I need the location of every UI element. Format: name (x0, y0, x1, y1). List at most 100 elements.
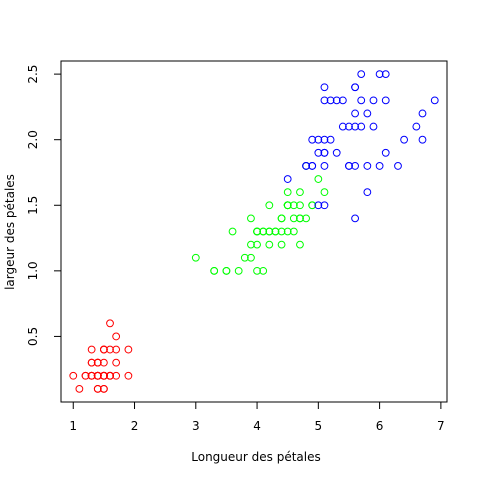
data-point (112, 345, 121, 354)
data-point (345, 122, 353, 131)
data-point (93, 371, 102, 380)
data-point (289, 227, 298, 236)
data-point (296, 201, 304, 210)
data-point (412, 122, 421, 131)
data-point (357, 70, 366, 79)
data-point (418, 109, 427, 118)
data-point (345, 162, 353, 170)
data-point (296, 240, 304, 249)
data-point (265, 201, 274, 210)
data-point (99, 345, 108, 354)
data-point (381, 70, 390, 79)
data-point (112, 358, 121, 367)
data-point (332, 96, 341, 105)
data-point (283, 201, 292, 210)
data-point (418, 135, 427, 144)
y-axis: 0.5 1.0 1.5 2.0 2.5 (26, 65, 62, 346)
data-point (314, 175, 323, 183)
x-tick-label: 1 (69, 419, 77, 433)
x-axis-label: Longueur des pétales (191, 450, 320, 464)
y-tick-label: 2.5 (26, 65, 40, 84)
data-point (357, 96, 366, 105)
y-axis-label: largeur des pétales (3, 174, 17, 290)
data-point (247, 240, 255, 249)
data-point (351, 109, 359, 118)
data-point (363, 188, 372, 197)
data-point (320, 162, 329, 170)
data-point (338, 96, 347, 105)
data-point (302, 214, 310, 223)
x-tick-label: 2 (131, 419, 139, 433)
data-point (430, 96, 439, 105)
data-point (99, 371, 108, 380)
data-point (332, 148, 341, 157)
data-point (283, 227, 292, 236)
data-point (124, 371, 133, 380)
data-point (369, 122, 378, 131)
data-point (240, 253, 249, 262)
x-axis: 1 2 3 4 5 6 7 (69, 401, 445, 433)
y-tick-label: 1.5 (26, 196, 40, 215)
data-point (320, 148, 329, 157)
data-point (289, 201, 298, 210)
data-point (357, 122, 366, 131)
data-point (351, 162, 359, 170)
data-point (314, 148, 323, 157)
data-point (326, 96, 335, 105)
x-tick-label: 5 (315, 419, 323, 433)
data-point (106, 319, 114, 328)
data-point (271, 227, 280, 236)
data-point (87, 345, 96, 354)
data-point (253, 240, 261, 249)
data-point (363, 109, 372, 118)
data-point (326, 135, 335, 144)
data-point (93, 358, 102, 367)
data-point (351, 214, 359, 223)
data-point (351, 122, 359, 131)
data-point (112, 371, 121, 380)
data-point (302, 162, 310, 170)
data-point (314, 135, 323, 144)
data-point (112, 332, 121, 341)
x-tick-label: 3 (192, 419, 200, 433)
data-point (106, 371, 114, 380)
data-point (320, 135, 329, 144)
data-point (247, 214, 255, 223)
data-point (283, 175, 292, 183)
series-2 (191, 162, 329, 275)
data-point (363, 162, 372, 170)
data-point (253, 266, 261, 275)
x-tick-label: 4 (253, 419, 261, 433)
data-point (69, 371, 78, 380)
data-point (247, 253, 255, 262)
data-point (296, 188, 304, 197)
data-point (394, 162, 402, 170)
data-point (369, 96, 378, 105)
y-tick-label: 0.5 (26, 327, 40, 346)
data-point (314, 201, 323, 210)
x-tick-label: 6 (376, 419, 384, 433)
data-point (308, 201, 317, 210)
data-point (81, 371, 90, 380)
data-point (381, 96, 390, 105)
data-point (320, 188, 329, 197)
data-point (351, 83, 359, 92)
data-point (93, 384, 102, 393)
data-point (320, 96, 329, 105)
data-point (289, 214, 298, 223)
series-1 (69, 319, 133, 393)
data-point (191, 253, 200, 262)
data-point (381, 148, 390, 157)
data-point (283, 188, 292, 197)
data-point (265, 240, 274, 249)
data-point (234, 266, 243, 275)
data-point (210, 266, 219, 275)
data-point (253, 227, 261, 236)
data-points (69, 70, 439, 393)
data-point (320, 201, 329, 210)
x-tick-label: 7 (437, 419, 445, 433)
data-point (99, 384, 108, 393)
data-point (296, 214, 304, 223)
data-point (87, 371, 96, 380)
